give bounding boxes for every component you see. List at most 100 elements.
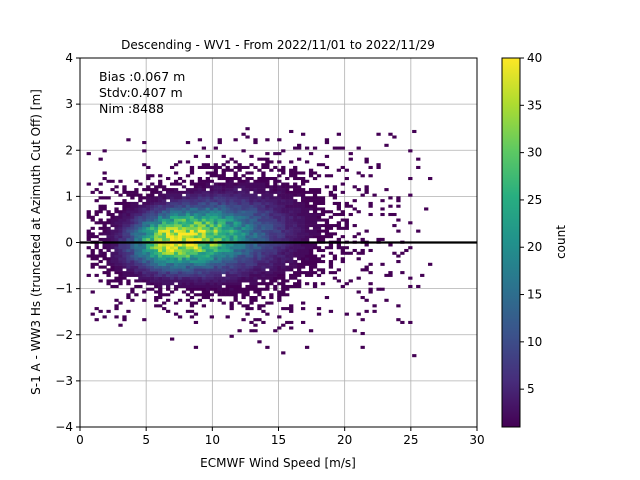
heatmap-cell <box>205 232 210 236</box>
heatmap-cell <box>94 199 99 203</box>
heatmap-cell <box>110 237 115 241</box>
heatmap-cell <box>138 215 143 219</box>
heatmap-cell <box>126 246 131 250</box>
heatmap-cell <box>261 157 266 161</box>
heatmap-cell <box>257 293 262 297</box>
heatmap-cell <box>221 271 226 275</box>
heatmap-cell <box>324 232 330 236</box>
heatmap-cell <box>277 290 282 294</box>
heatmap-cell <box>281 224 286 228</box>
heatmap-cell <box>237 207 242 211</box>
heatmap-cell <box>245 229 250 233</box>
heatmap-cell <box>205 154 210 158</box>
heatmap-cell <box>98 221 103 225</box>
heatmap-cell <box>142 254 147 258</box>
heatmap-cell <box>110 179 115 183</box>
heatmap-cell <box>154 257 159 261</box>
heatmap-cell <box>217 199 222 203</box>
heatmap-cell <box>98 226 103 230</box>
heatmap-cell <box>281 279 286 283</box>
heatmap-cell <box>142 257 147 261</box>
heatmap-cell <box>229 265 234 269</box>
heatmap-cell <box>257 262 262 266</box>
heatmap-cell <box>154 284 159 289</box>
heatmap-cell <box>205 276 210 280</box>
heatmap-cell <box>213 218 218 222</box>
heatmap-cell <box>293 246 298 250</box>
heatmap-cell <box>297 282 302 286</box>
heatmap-cell <box>110 284 115 289</box>
heatmap-cell <box>364 309 369 313</box>
heatmap-cell <box>273 210 278 214</box>
heatmap-cell <box>368 212 373 217</box>
heatmap-cell <box>340 251 345 255</box>
heatmap-cell <box>126 229 131 233</box>
heatmap-cell <box>146 185 151 189</box>
heatmap-cell <box>114 218 119 222</box>
heatmap-cell <box>289 257 294 261</box>
heatmap-cell <box>348 279 353 283</box>
heatmap-cell <box>245 273 250 277</box>
heatmap-cell <box>146 260 151 264</box>
heatmap-cell <box>245 265 250 269</box>
heatmap-cell <box>98 207 103 211</box>
heatmap-cell <box>177 273 183 277</box>
heatmap-cell <box>229 260 234 264</box>
heatmap-cell <box>162 185 167 189</box>
heatmap-cell <box>169 188 175 192</box>
heatmap-cell <box>304 243 310 247</box>
heatmap-cell <box>173 243 179 247</box>
heatmap-cell <box>428 177 433 181</box>
heatmap-cell <box>237 196 242 200</box>
heatmap-cell <box>173 196 179 200</box>
heatmap-cell <box>241 149 246 153</box>
heatmap-cell <box>332 276 338 280</box>
heatmap-cell <box>142 246 147 250</box>
heatmap-cell <box>177 254 183 258</box>
heatmap-cell <box>114 235 119 239</box>
heatmap-cell <box>114 232 119 236</box>
heatmap-cell <box>225 282 230 286</box>
heatmap-cell <box>320 282 326 286</box>
heatmap-cell <box>328 243 334 247</box>
heatmap-cell <box>98 279 103 283</box>
heatmap-cell <box>249 212 254 217</box>
heatmap-cell <box>392 224 397 228</box>
heatmap-cell <box>134 260 139 264</box>
heatmap-cell <box>281 221 286 225</box>
heatmap-cell <box>245 196 250 200</box>
heatmap-cell <box>308 265 314 269</box>
heatmap-cell <box>173 248 179 253</box>
heatmap-cell <box>277 199 282 203</box>
heatmap-cell <box>261 243 266 247</box>
heatmap-cell <box>289 218 294 222</box>
heatmap-cell <box>138 218 143 222</box>
heatmap-cell <box>237 224 242 228</box>
heatmap-cell <box>142 201 147 205</box>
heatmap-cell <box>213 163 218 167</box>
heatmap-cell <box>332 188 338 192</box>
heatmap-cell <box>173 268 179 272</box>
heatmap-cell <box>114 254 119 258</box>
heatmap-cell <box>277 232 282 236</box>
heatmap-cell <box>201 265 207 269</box>
heatmap-cell <box>237 201 242 205</box>
heatmap-cell <box>162 226 167 230</box>
heatmap-cell <box>376 165 381 169</box>
heatmap-cell <box>257 232 262 236</box>
heatmap-cell <box>328 190 334 194</box>
heatmap-cell <box>237 271 242 275</box>
heatmap-cell <box>225 287 230 291</box>
heatmap-cell <box>201 221 207 225</box>
heatmap-cell <box>277 226 282 230</box>
heatmap-cell <box>138 226 143 230</box>
heatmap-cell <box>249 163 254 167</box>
heatmap-cell <box>150 207 155 211</box>
heatmap-cell <box>169 207 175 211</box>
heatmap-cell <box>245 243 250 247</box>
heatmap-cell <box>245 268 250 272</box>
heatmap-cell <box>269 279 274 283</box>
heatmap-cell <box>217 248 222 253</box>
heatmap-cell <box>118 246 123 250</box>
heatmap-cell <box>388 196 393 200</box>
